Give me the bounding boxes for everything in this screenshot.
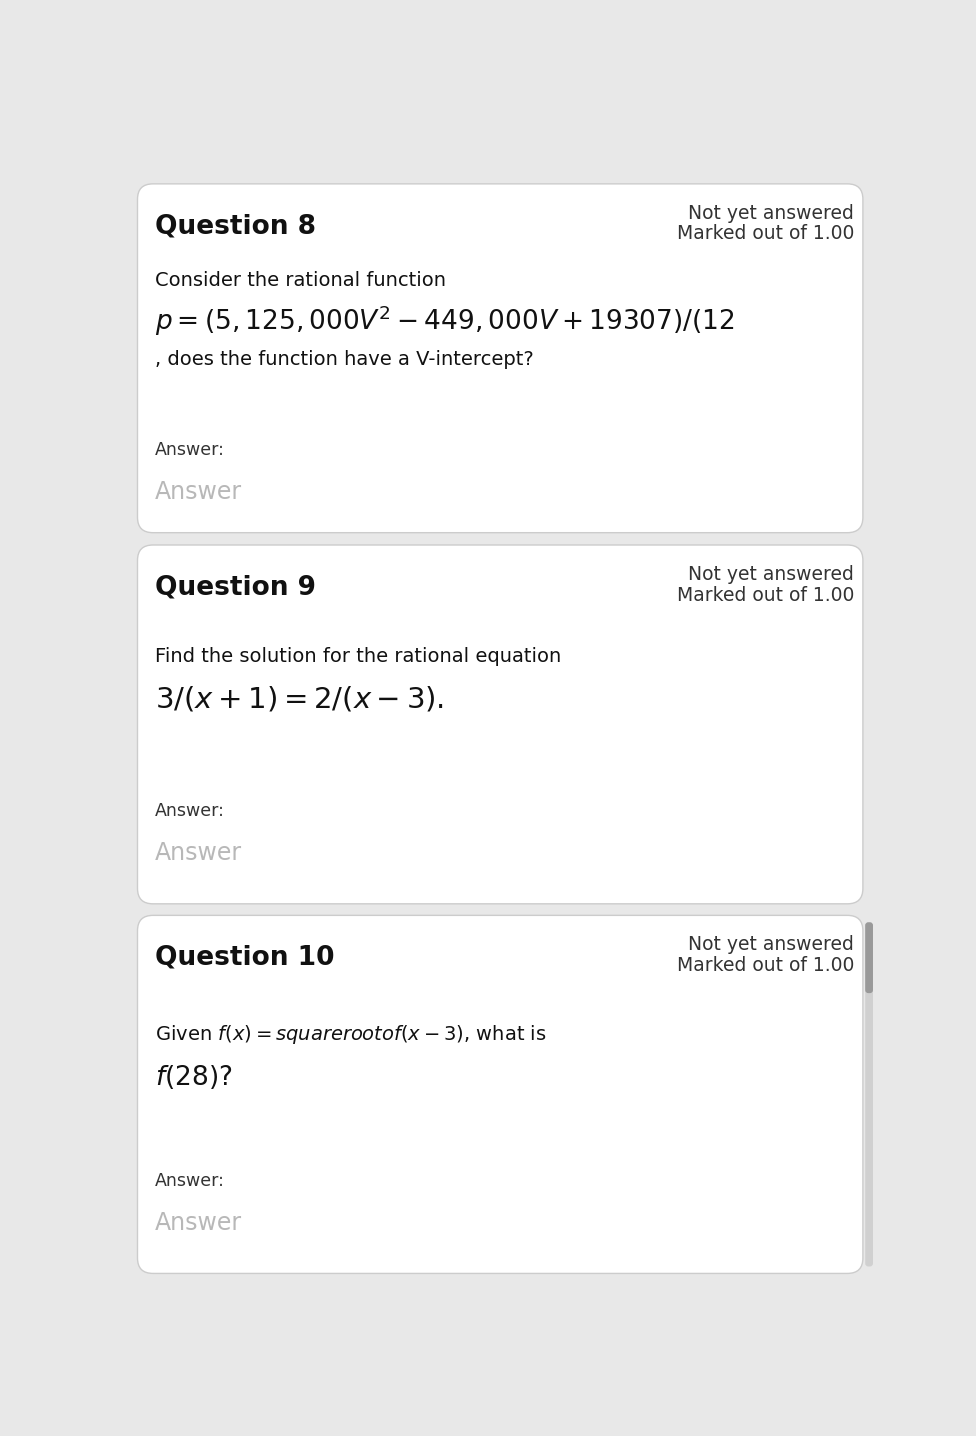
Text: Answer:: Answer: (154, 441, 224, 458)
Text: Marked out of 1.00: Marked out of 1.00 (677, 956, 854, 975)
FancyBboxPatch shape (138, 546, 863, 903)
Text: Find the solution for the rational equation: Find the solution for the rational equat… (154, 648, 561, 666)
Text: Not yet answered: Not yet answered (688, 564, 854, 584)
Text: Given $f(x) = squarerootof(x - 3)$, what is: Given $f(x) = squarerootof(x - 3)$, what… (154, 1024, 547, 1047)
FancyBboxPatch shape (866, 922, 873, 1267)
Text: Question 9: Question 9 (154, 574, 315, 600)
Text: Question 10: Question 10 (154, 945, 334, 971)
Text: Answer:: Answer: (154, 1172, 224, 1190)
Text: Not yet answered: Not yet answered (688, 935, 854, 954)
Text: Question 8: Question 8 (154, 213, 315, 240)
Text: $p = (5, 125, 000V^2 - 449, 000V + 19307)/(12$: $p = (5, 125, 000V^2 - 449, 000V + 19307… (154, 303, 734, 339)
Text: Not yet answered: Not yet answered (688, 204, 854, 223)
Text: $f(28)?$: $f(28)?$ (154, 1063, 232, 1091)
FancyBboxPatch shape (138, 184, 863, 533)
Text: Answer:: Answer: (154, 801, 224, 820)
FancyBboxPatch shape (138, 915, 863, 1274)
Text: , does the function have a V-intercept?: , does the function have a V-intercept? (154, 350, 533, 369)
Text: Answer: Answer (154, 841, 242, 864)
Text: $3/(x + 1) = 2/(x - 3).$: $3/(x + 1) = 2/(x - 3).$ (154, 685, 444, 714)
Text: Answer: Answer (154, 480, 242, 504)
Text: Consider the rational function: Consider the rational function (154, 270, 446, 290)
Text: Marked out of 1.00: Marked out of 1.00 (677, 586, 854, 605)
Text: Marked out of 1.00: Marked out of 1.00 (677, 224, 854, 244)
Text: Answer: Answer (154, 1212, 242, 1235)
FancyBboxPatch shape (866, 922, 873, 994)
